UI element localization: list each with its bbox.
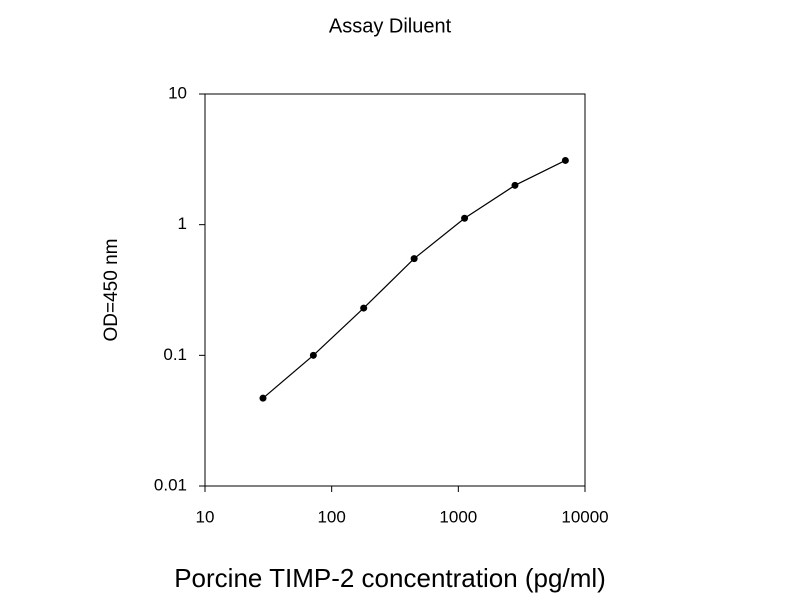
data-point [410, 255, 418, 263]
x-tick-label: 1000 [439, 507, 477, 526]
data-point [561, 156, 569, 164]
y-tick-label: 0.01 [154, 475, 187, 494]
data-line [262, 159, 566, 399]
y-tick-label: 10 [168, 83, 187, 102]
data-point [511, 181, 519, 189]
x-tick-label: 10 [196, 507, 215, 526]
data-point [360, 304, 368, 312]
x-axis-label: Porcine TIMP-2 concentration (pg/ml) [174, 563, 606, 593]
y-tick-label: 1 [178, 214, 187, 233]
data-point [461, 214, 469, 222]
data-point [259, 394, 267, 402]
y-tick-label: 0.1 [163, 345, 187, 364]
plot-frame [204, 93, 586, 487]
x-tick-label: 100 [317, 507, 345, 526]
chart-title: Assay Diluent [329, 15, 452, 37]
x-tick-label: 10000 [561, 507, 608, 526]
data-point [309, 351, 317, 359]
y-axis-label: OD=450 nm [101, 239, 122, 342]
